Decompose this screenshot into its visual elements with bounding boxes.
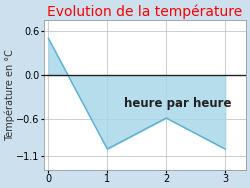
Title: Evolution de la température: Evolution de la température — [47, 4, 242, 19]
Text: heure par heure: heure par heure — [124, 97, 232, 110]
Y-axis label: Température en °C: Température en °C — [4, 49, 15, 141]
